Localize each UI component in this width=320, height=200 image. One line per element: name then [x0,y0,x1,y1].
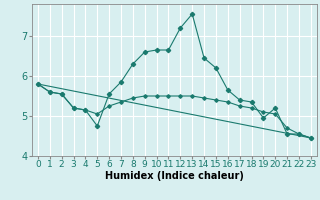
X-axis label: Humidex (Indice chaleur): Humidex (Indice chaleur) [105,171,244,181]
